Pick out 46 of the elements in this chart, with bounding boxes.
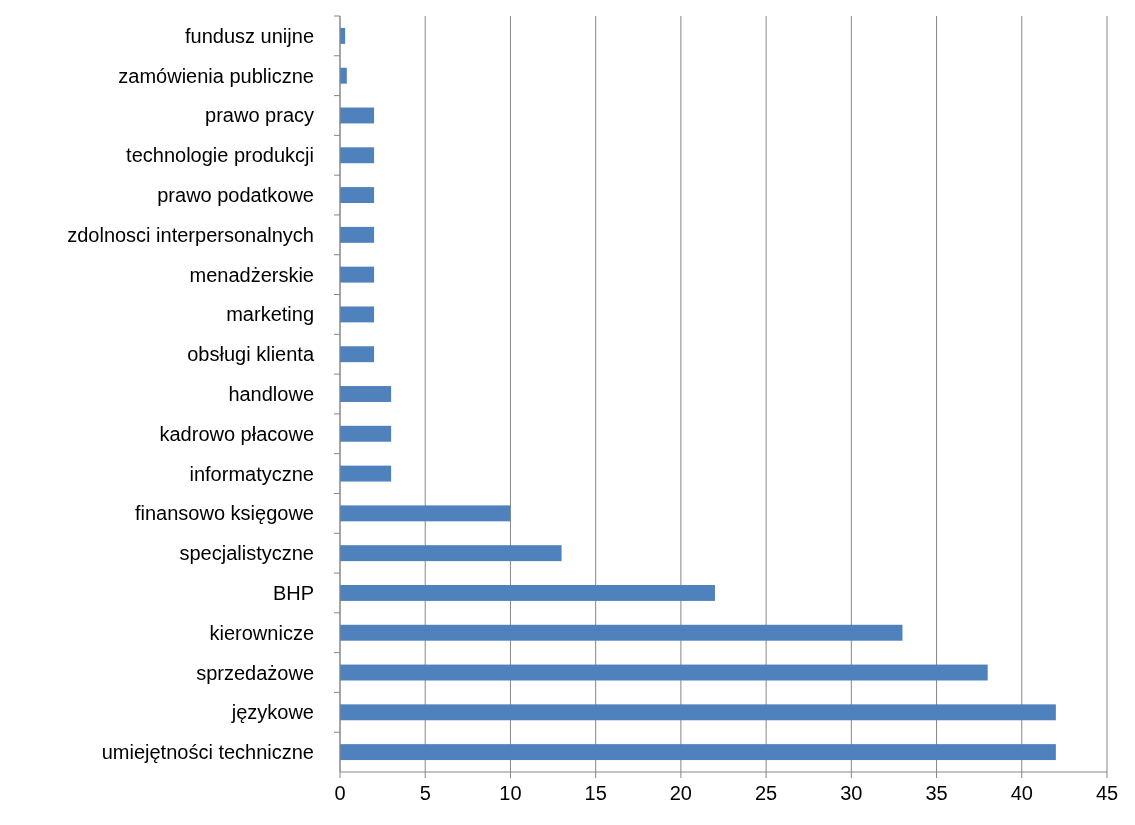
- y-tick-label: finansowo księgowe: [135, 502, 314, 525]
- bar: [340, 107, 375, 124]
- y-tick-label: zamówienia publiczne: [118, 64, 314, 87]
- y-tick-label: obsługi klienta: [187, 343, 315, 366]
- y-tick-label: BHP: [272, 581, 314, 604]
- y-tick-label: prawo podatkowe: [157, 184, 314, 207]
- bar: [340, 346, 375, 363]
- x-tick-label: 45: [1095, 782, 1119, 804]
- y-tick-label: handlowe: [228, 383, 314, 405]
- bar: [340, 664, 988, 681]
- bar: [340, 266, 375, 283]
- y-tick-label: kadrowo płacowe: [159, 422, 314, 445]
- bar: [340, 545, 562, 562]
- y-tick-label: sprzedażowe: [196, 661, 314, 684]
- bar: [340, 386, 392, 402]
- y-tick-label: prawo pracy: [205, 104, 314, 127]
- x-tick-label: 15: [584, 782, 607, 804]
- x-tick-label: 25: [754, 782, 778, 804]
- y-tick-label: kierownicze: [209, 621, 314, 644]
- y-tick-label: marketing: [226, 303, 314, 326]
- x-tick-label: 35: [925, 782, 948, 804]
- bar: [340, 187, 375, 204]
- bar: [340, 624, 903, 641]
- bar: [340, 425, 392, 442]
- x-tick-label: 20: [669, 782, 693, 804]
- x-tick-label: 0: [334, 782, 346, 804]
- y-tick-label: specjalistyczne: [179, 542, 314, 565]
- bar: [340, 584, 715, 601]
- bar: [340, 744, 1056, 761]
- x-tick-label: 30: [840, 782, 863, 804]
- y-tick-label: zdolnosci interpersonalnych: [67, 223, 314, 246]
- bar: [340, 704, 1056, 721]
- y-tick-label: fundusz unijne: [185, 24, 314, 47]
- y-tick-label: językowe: [230, 701, 314, 724]
- bar: [340, 505, 511, 522]
- y-tick-label: informatyczne: [189, 462, 314, 485]
- bar: [340, 465, 392, 482]
- x-tick-label: 10: [499, 782, 522, 804]
- x-tick-label: 5: [419, 782, 431, 804]
- y-tick-label: umiejętności techniczne: [101, 741, 314, 764]
- bar: [340, 147, 375, 164]
- x-tick-label: 40: [1010, 782, 1033, 804]
- y-tick-label: menadżerskie: [189, 263, 314, 286]
- bar: [340, 306, 375, 323]
- y-tick-label: technologie produkcji: [126, 144, 314, 167]
- bar: [340, 226, 375, 243]
